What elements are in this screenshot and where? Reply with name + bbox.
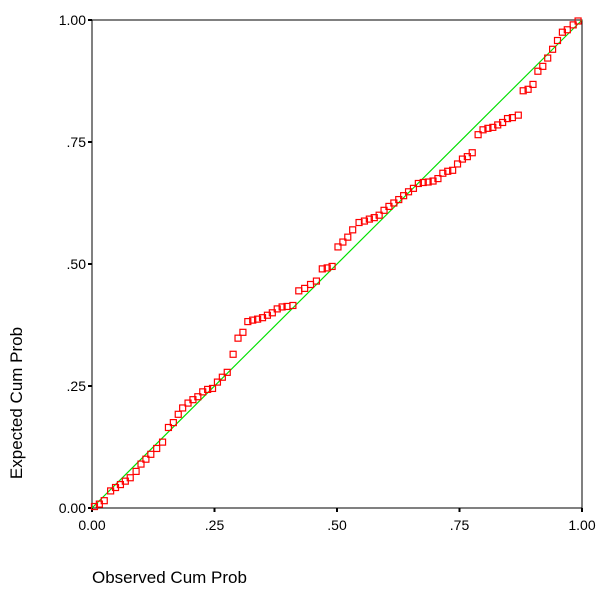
data-point [569, 21, 577, 29]
x-axis: 0.00 .25 .50 .75 1.00 [78, 508, 596, 533]
reference-line [91, 19, 583, 509]
data-point [328, 262, 336, 271]
data-point [365, 215, 373, 223]
data-point [194, 393, 202, 401]
data-point [544, 54, 552, 62]
data-point [126, 474, 134, 482]
data-points [90, 17, 582, 511]
data-point [254, 315, 262, 323]
data-point [234, 334, 242, 342]
data-point [289, 301, 297, 310]
data-point [273, 305, 281, 313]
data-point [204, 385, 212, 394]
data-point [306, 280, 315, 289]
data-point [142, 455, 150, 463]
x-axis-title: Observed Cum Prob [92, 568, 247, 587]
data-point [301, 284, 309, 292]
y-axis-title: Expected Cum Prob [7, 327, 26, 479]
data-point [484, 124, 492, 132]
data-point [218, 373, 226, 381]
x-tick-label: 0.00 [78, 517, 105, 533]
data-point [395, 195, 403, 204]
data-point [400, 192, 408, 200]
data-point [229, 350, 237, 358]
data-point [474, 131, 482, 139]
data-point [323, 264, 331, 272]
y-tick-label: .50 [67, 256, 87, 272]
data-point [164, 423, 173, 432]
data-point [132, 467, 140, 475]
data-point [355, 218, 363, 227]
data-point [563, 26, 571, 34]
data-point [278, 303, 286, 311]
data-point [439, 169, 447, 177]
data-point [169, 419, 177, 427]
data-point [295, 287, 303, 295]
data-point [529, 80, 537, 89]
data-point [174, 410, 182, 418]
data-point [137, 460, 145, 468]
data-point [534, 67, 542, 75]
data-point [249, 316, 257, 324]
data-point [223, 368, 231, 376]
data-point [434, 175, 442, 183]
data-point [539, 62, 547, 70]
data-point [414, 179, 422, 188]
x-tick-label: 1.00 [568, 517, 595, 533]
data-point [424, 178, 432, 186]
x-tick-label: .25 [205, 517, 225, 533]
data-point [179, 404, 187, 412]
data-point [519, 87, 527, 95]
y-axis: 0.00 .25 .50 .75 1.00 [59, 12, 92, 516]
data-point [158, 438, 167, 446]
data-point [449, 166, 457, 174]
data-point [453, 160, 462, 168]
data-point [349, 226, 357, 234]
data-point [479, 126, 487, 134]
data-point [380, 206, 388, 214]
data-point [239, 328, 247, 336]
data-point [409, 184, 418, 192]
data-point [574, 17, 582, 25]
data-point [312, 277, 321, 285]
data-point [153, 444, 161, 453]
data-point [375, 211, 383, 219]
y-tick-label: 0.00 [59, 500, 86, 516]
y-tick-label: .75 [67, 134, 87, 150]
y-tick-label: .25 [67, 378, 87, 394]
data-point [213, 378, 222, 386]
data-point [553, 36, 562, 45]
data-point [100, 497, 108, 505]
y-tick-label: 1.00 [59, 12, 86, 28]
data-point [468, 149, 476, 157]
data-point [339, 238, 347, 246]
data-point [524, 85, 532, 93]
data-point [268, 309, 276, 317]
x-tick-label: .50 [327, 517, 347, 533]
data-point [244, 317, 252, 326]
data-point [360, 217, 369, 225]
data-point [503, 114, 512, 123]
data-point [344, 233, 352, 241]
data-point [463, 153, 471, 161]
data-point [419, 178, 427, 187]
data-point [334, 243, 342, 251]
data-point [147, 450, 155, 458]
data-point [318, 265, 326, 273]
data-point [499, 118, 507, 127]
data-point [444, 167, 452, 175]
data-point [514, 111, 522, 119]
data-point [208, 384, 217, 393]
data-point [548, 45, 557, 53]
x-tick-label: .75 [450, 517, 470, 533]
